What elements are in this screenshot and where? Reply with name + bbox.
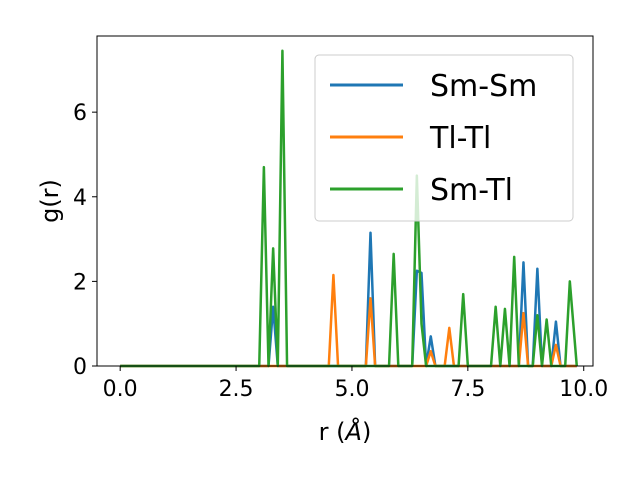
legend-label-sm-tl: Sm-Tl	[430, 173, 513, 208]
y-tick-label: 2	[73, 270, 87, 295]
legend-label-sm-sm: Sm-Sm	[430, 69, 537, 104]
x-tick-label: 7.5	[450, 377, 485, 402]
y-tick-label: 4	[73, 186, 87, 211]
y-axis-label: g(r)	[36, 179, 64, 223]
x-tick-label: 10.0	[559, 377, 608, 402]
legend-label-tl-tl: Tl-Tl	[429, 121, 491, 156]
x-axis-label: r (Å)	[319, 417, 372, 446]
x-tick-label: 0.0	[103, 377, 138, 402]
x-tick-label: 2.5	[219, 377, 254, 402]
axis-ticks-group: 0.0 2.5 5.0 7.5 10.0 0 2 4 6	[73, 101, 608, 402]
plot-frame	[96, 35, 594, 367]
legend-box	[314, 54, 574, 222]
y-tick-label: 0	[73, 355, 87, 380]
series-line-sm-tl	[120, 49, 579, 368]
x-tick-label: 5.0	[334, 377, 369, 402]
y-tick-label: 6	[73, 101, 87, 126]
legend: Sm-Sm Tl-Tl Sm-Tl	[314, 54, 574, 222]
